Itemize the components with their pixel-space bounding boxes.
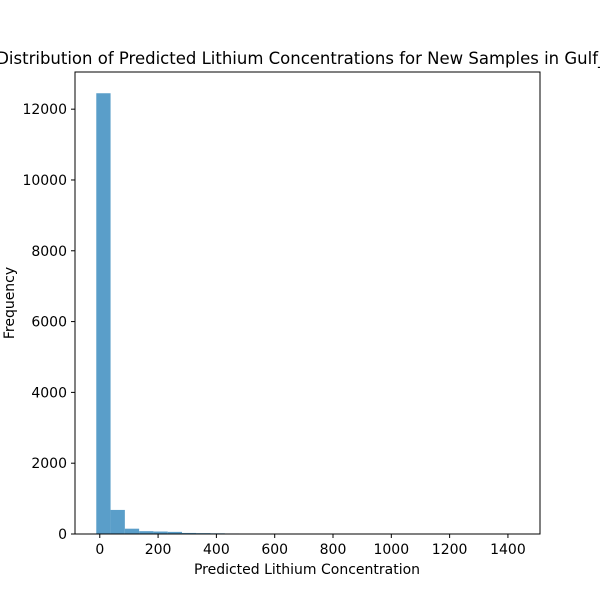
plot-area-frame bbox=[74, 71, 541, 535]
x-tick-label: 0 bbox=[95, 542, 104, 558]
histogram-bar bbox=[139, 531, 154, 534]
y-tick-label: 0 bbox=[58, 527, 67, 543]
y-tick-label: 4000 bbox=[31, 385, 67, 401]
y-axis-ticks: 0 2000 4000 6000 8000 10000 12000 bbox=[22, 102, 75, 543]
x-tick-label: 1400 bbox=[490, 542, 526, 558]
x-tick-label: 200 bbox=[145, 542, 172, 558]
y-tick-label: 2000 bbox=[31, 456, 67, 472]
y-tick-label: 12000 bbox=[22, 102, 67, 118]
histogram-bar bbox=[153, 531, 168, 534]
x-tick-label: 1200 bbox=[432, 542, 468, 558]
x-axis-ticks: 0 200 400 600 800 1000 1200 1400 bbox=[95, 534, 526, 558]
y-tick-label: 6000 bbox=[31, 315, 67, 331]
histogram-bar bbox=[124, 528, 140, 534]
y-axis-label: Frequency bbox=[2, 267, 18, 339]
histogram-bar bbox=[181, 532, 197, 534]
x-tick-label: 600 bbox=[261, 542, 288, 558]
histogram-bar bbox=[167, 531, 182, 534]
chart-title: Distribution of Predicted Lithium Concen… bbox=[0, 49, 600, 69]
histogram-bar bbox=[96, 93, 111, 534]
x-tick-label: 400 bbox=[203, 542, 230, 558]
y-tick-label: 8000 bbox=[31, 244, 67, 260]
x-tick-label: 1000 bbox=[373, 542, 409, 558]
x-tick-label: 800 bbox=[320, 542, 347, 558]
x-axis-label: Predicted Lithium Concentration bbox=[194, 562, 420, 578]
histogram-bar bbox=[110, 509, 125, 534]
y-tick-label: 10000 bbox=[22, 173, 67, 189]
